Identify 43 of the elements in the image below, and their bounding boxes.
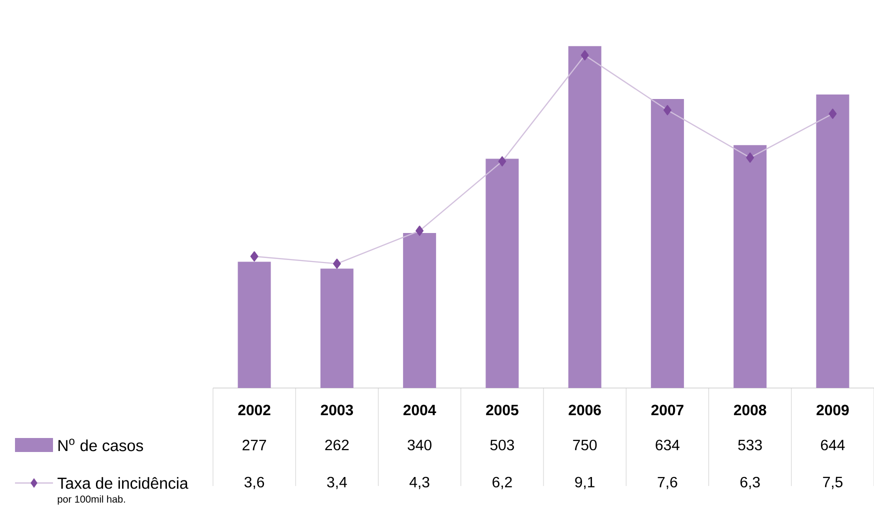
data-label: 7,6 <box>658 476 678 490</box>
data-label: 634 <box>656 440 680 450</box>
x-tick-label: 2003 <box>320 404 354 416</box>
x-tick-label: 2007 <box>651 404 684 416</box>
point <box>828 108 837 119</box>
bar <box>403 233 436 388</box>
data-label: 262 <box>325 440 349 450</box>
point <box>498 156 506 166</box>
x-tick-label: 2009 <box>816 404 849 416</box>
bar <box>238 262 271 388</box>
data-label: 4,3 <box>410 476 430 490</box>
bar <box>320 268 354 388</box>
bar <box>816 94 850 388</box>
data-label: 533 <box>738 440 762 450</box>
data-label: 3,4 <box>327 476 347 490</box>
data-label: 750 <box>573 440 597 450</box>
x-tick-label: 2002 <box>238 404 270 416</box>
bar <box>486 158 519 388</box>
data-label: 277 <box>242 440 266 450</box>
x-tick-label: 2005 <box>486 404 518 416</box>
point <box>332 258 341 269</box>
data-label: 644 <box>820 440 845 450</box>
point <box>746 152 754 163</box>
data-label: 7,5 <box>823 476 842 490</box>
point <box>663 105 672 116</box>
bar <box>568 46 602 388</box>
x-tick-label: 2008 <box>734 404 766 416</box>
legend-label: Taxa de incidência <box>58 477 188 489</box>
data-label: 6,3 <box>740 476 760 490</box>
x-tick-label: 2004 <box>403 404 436 416</box>
legend-label: N$^{o}$ de casos <box>58 438 144 452</box>
text: por 100mil hab. <box>58 495 125 505</box>
bar <box>734 145 767 388</box>
data-label: 503 <box>490 440 514 450</box>
point <box>250 251 258 262</box>
data-label: 6,2 <box>492 476 512 490</box>
x-tick-label: 2006 <box>568 404 601 416</box>
point <box>580 50 589 60</box>
bar <box>650 99 684 388</box>
data-label: 3,6 <box>244 476 264 490</box>
data-label: 9,1 <box>575 476 594 490</box>
point <box>416 226 424 236</box>
data-label: 340 <box>408 440 432 450</box>
